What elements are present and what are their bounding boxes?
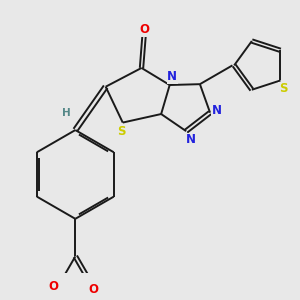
Text: S: S xyxy=(279,82,287,95)
Text: O: O xyxy=(139,23,149,36)
Text: H: H xyxy=(62,108,71,118)
Text: S: S xyxy=(117,124,125,138)
Text: N: N xyxy=(212,104,222,117)
Text: N: N xyxy=(167,70,177,83)
Text: O: O xyxy=(88,283,98,296)
Text: O: O xyxy=(48,280,58,293)
Text: N: N xyxy=(186,133,196,146)
